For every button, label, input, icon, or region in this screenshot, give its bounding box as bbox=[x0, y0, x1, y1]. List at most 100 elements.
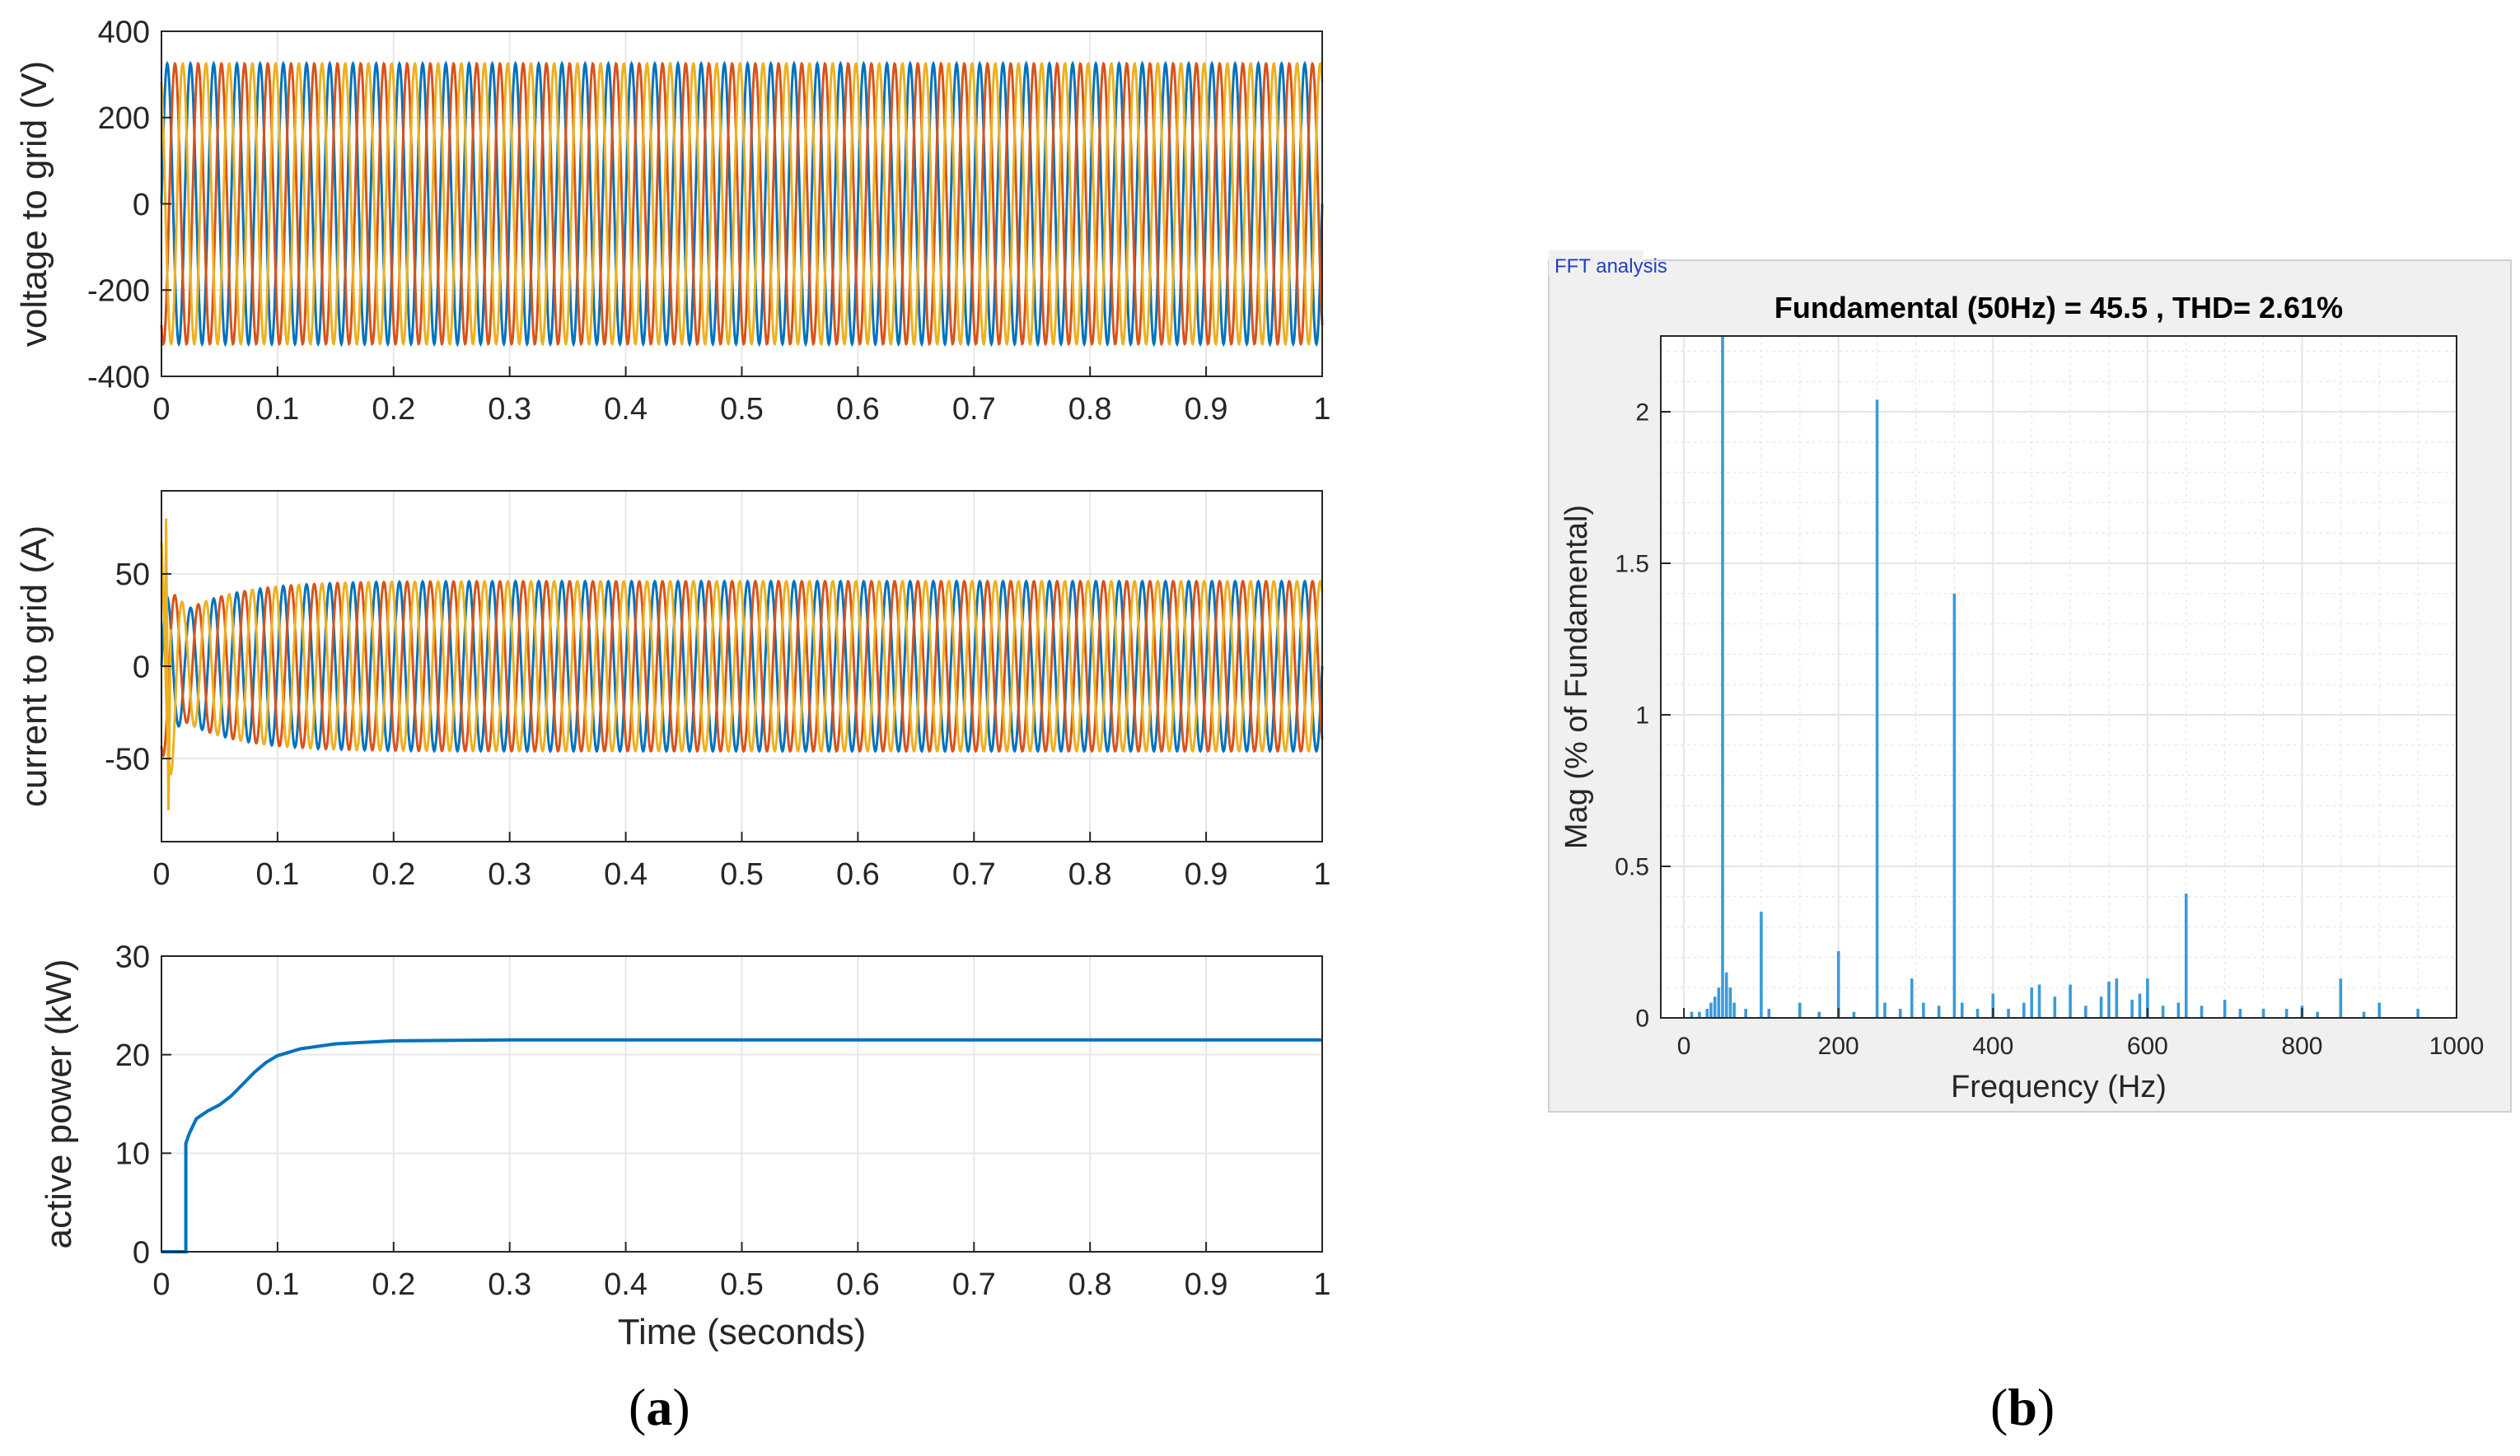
x-tick-label: 0.3 bbox=[488, 392, 531, 427]
fft-bar bbox=[2161, 1006, 2165, 1018]
x-tick-label: 0.6 bbox=[836, 857, 880, 892]
x-tick-label: 0.7 bbox=[952, 857, 996, 892]
x-tick-label: 0 bbox=[1677, 1033, 1691, 1060]
fft-bar bbox=[2176, 1002, 2181, 1018]
fft-bar bbox=[2238, 1008, 2242, 1018]
x-tick-label: 0.2 bbox=[372, 1267, 415, 1302]
x-tick-label: 0.6 bbox=[836, 1267, 880, 1302]
x-axis-label: Frequency (Hz) bbox=[1951, 1070, 2167, 1104]
fft-bar bbox=[1721, 336, 1724, 1018]
x-tick-label: 0.1 bbox=[255, 857, 299, 892]
fft-bar bbox=[1698, 1011, 1701, 1018]
fft-bar bbox=[1705, 1008, 1709, 1018]
power-series-line bbox=[161, 1038, 1322, 1253]
fft-bar bbox=[1732, 1002, 1736, 1018]
fft-bar bbox=[2200, 1006, 2204, 1018]
fft-bar bbox=[2115, 978, 2119, 1018]
y-tick-label: 0 bbox=[1635, 1006, 1649, 1033]
fft-bar bbox=[2037, 984, 2041, 1018]
voltage-series-phase-a bbox=[160, 60, 1324, 348]
y-axis-label: active power (kW) bbox=[39, 959, 79, 1248]
chart-title: Fundamental (50Hz) = 45.5 , THD= 2.61% bbox=[1774, 291, 2343, 324]
y-tick-label: 0 bbox=[133, 188, 150, 222]
x-tick-label: 0.6 bbox=[836, 392, 880, 427]
x-tick-label: 0.3 bbox=[488, 1267, 531, 1302]
x-tick-label: 0 bbox=[152, 1267, 170, 1302]
fft-bar bbox=[1709, 1002, 1713, 1018]
x-tick-label: 0.2 bbox=[372, 857, 415, 892]
power-chart: 0 0.1 0.2 0.3 0.4 0.5 0.6 0.7 0.8 0.9 10102030acti… bbox=[39, 940, 1331, 1352]
x-tick-label: 0.3 bbox=[488, 857, 531, 892]
x-tick-label: 0 bbox=[152, 392, 170, 427]
x-tick-label: 0.2 bbox=[372, 392, 415, 427]
fft-bar bbox=[1975, 1008, 1980, 1018]
fft-bar bbox=[2099, 996, 2103, 1018]
y-tick-label: -200 bbox=[87, 274, 150, 309]
x-tick-label: 0 bbox=[152, 857, 170, 892]
y-axis-label: Mag (% of Fundamental) bbox=[1559, 505, 1594, 849]
x-tick-label: 0.7 bbox=[952, 1267, 996, 1302]
x-tick-label: 0.1 bbox=[255, 1267, 299, 1302]
fft-bar bbox=[2316, 1011, 2319, 1018]
panel-label-b: (b) bbox=[1990, 1378, 2055, 1436]
fft-bar bbox=[1767, 1008, 1771, 1018]
y-tick-label: 50 bbox=[115, 558, 150, 592]
x-tick-label: 600 bbox=[2127, 1033, 2168, 1060]
x-tick-label: 0.5 bbox=[720, 857, 764, 892]
voltage-series-phase-b bbox=[160, 61, 1324, 347]
fft-bar bbox=[1728, 987, 1732, 1018]
fft-bar bbox=[1744, 1008, 1747, 1018]
y-tick-label: 0 bbox=[133, 1235, 150, 1270]
x-tick-label: 1 bbox=[1313, 392, 1330, 427]
x-tick-label: 0.5 bbox=[720, 1267, 764, 1302]
fft-bar bbox=[2377, 1002, 2382, 1018]
fft-bar bbox=[2022, 1002, 2026, 1018]
fft-bar bbox=[1991, 993, 1995, 1018]
plot-area bbox=[1661, 336, 2457, 1018]
y-tick-label: 30 bbox=[115, 940, 150, 974]
axes-frame bbox=[1660, 335, 2457, 1019]
fft-window-title: FFT analysis bbox=[1555, 255, 1667, 278]
current-series-phase-c bbox=[160, 541, 1324, 776]
fft-bar bbox=[2030, 987, 2033, 1018]
current-series-phase-b bbox=[160, 579, 1324, 758]
y-tick-label: 10 bbox=[115, 1137, 150, 1172]
x-axis-label: Time (seconds) bbox=[618, 1312, 867, 1352]
x-tick-label: 1 bbox=[1313, 1267, 1330, 1302]
x-tick-label: 400 bbox=[1972, 1033, 2013, 1060]
fft-bar bbox=[1910, 978, 1914, 1018]
fft-bar bbox=[1717, 987, 1721, 1018]
y-tick-label: 20 bbox=[115, 1038, 150, 1073]
x-tick-label: 0.8 bbox=[1068, 1267, 1112, 1302]
fft-bar bbox=[2069, 984, 2072, 1018]
fft-bar bbox=[1883, 1002, 1886, 1018]
voltage-series-phase-c bbox=[160, 61, 1324, 347]
x-tick-label: 1 bbox=[1313, 857, 1330, 892]
y-tick-label: 1.5 bbox=[1615, 551, 1649, 578]
y-tick-label: 2 bbox=[1635, 399, 1649, 427]
fft-bar bbox=[1713, 996, 1717, 1018]
fft-bar bbox=[2261, 1008, 2265, 1018]
y-tick-label: -50 bbox=[105, 742, 150, 777]
fft-bar bbox=[2007, 1008, 2010, 1018]
x-tick-label: 0.8 bbox=[1068, 392, 1112, 427]
x-tick-label: 0.8 bbox=[1068, 857, 1112, 892]
x-tick-label: 0.1 bbox=[255, 392, 299, 427]
fft-bar bbox=[1952, 593, 1957, 1018]
fft-bar bbox=[1960, 1002, 1964, 1018]
fft-bar bbox=[1817, 1011, 1821, 1018]
fft-bar bbox=[1724, 972, 1728, 1018]
fft-bar bbox=[2284, 1008, 2289, 1018]
x-tick-label: 800 bbox=[2281, 1033, 2322, 1060]
fft-bar bbox=[1798, 1002, 1802, 1018]
fft-bar bbox=[1922, 1002, 1925, 1018]
y-tick-label: 400 bbox=[98, 15, 150, 49]
x-tick-label: 0.7 bbox=[952, 392, 996, 427]
y-tick-label: 0 bbox=[133, 650, 150, 684]
fft-bar bbox=[1875, 399, 1879, 1018]
fft-bar bbox=[1760, 912, 1763, 1018]
y-axis-label: current to grid (A) bbox=[14, 525, 54, 807]
y-tick-label: -400 bbox=[87, 360, 150, 394]
current-series-phase-a bbox=[160, 579, 1324, 754]
